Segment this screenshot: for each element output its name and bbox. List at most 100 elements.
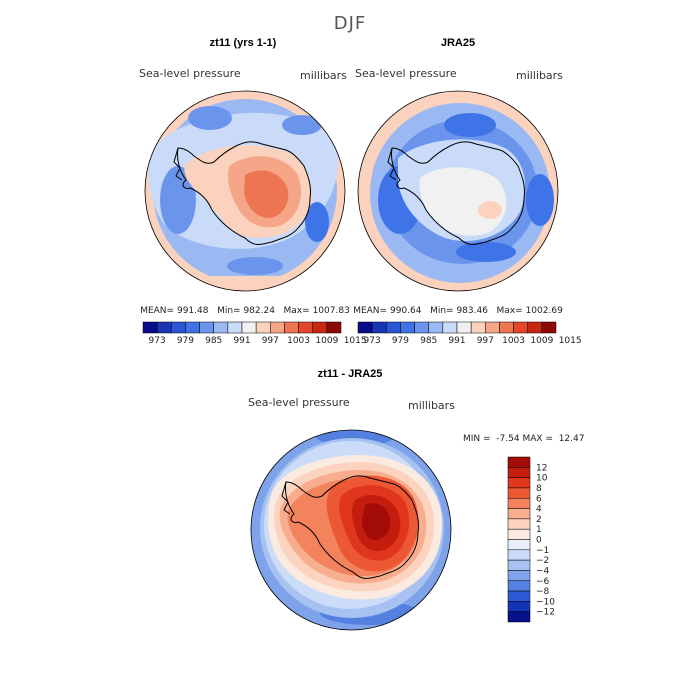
colorbar-swatch [507,467,531,478]
colorbar-tick-label: 10 [536,474,548,484]
map3-border [250,429,452,631]
map1-low-2 [282,115,322,135]
colorbar-swatch [326,321,342,334]
map1-border [144,90,346,292]
panel-difference-title: zt11 - JRA25 [318,368,383,380]
colorbar-swatch [241,321,257,334]
range-min-label: MIN = [463,434,491,444]
range-max-label: MAX = [522,434,553,444]
range-min-value: -7.54 [496,434,520,444]
colorbar-swatch [470,321,486,334]
colorbar-swatch [400,321,415,334]
colorbar-tick-label: 1015 [559,336,582,346]
colorbar-tick-label: 1015 [344,336,367,346]
panel-reanalysis-variable: Sea-level pressure [355,67,457,80]
map2-band-1003 [419,167,507,236]
stat-max-label: Max= [284,306,310,316]
panel-model-title: zt11 (yrs 1-1) [210,37,277,49]
panel-difference-units: millibars [408,399,455,412]
colorbar-swatch [428,321,444,334]
stat-max-label: Max= [497,306,523,316]
panel-model: zt11 (yrs 1-1) Sea-level pressure millib… [139,37,367,346]
stat-min-label: Min= [430,306,454,316]
colorbar-tick-label: 6 [536,494,542,504]
map3-coastline [285,475,419,579]
colorbar-swatch [507,549,531,561]
colorbar-swatch [386,321,401,334]
colorbar-swatch [456,321,472,334]
map2-low-4 [456,242,516,262]
panel-model-map [145,91,345,291]
panel-reanalysis-colorbar: 973 979 985 991 997 1003 1009 1015 [357,321,582,346]
colorbar-swatch [357,321,373,334]
colorbar-swatch [507,477,531,489]
panel-model-stats: MEAN= 991.48 Min= 982.24 Max= 1007.83 [140,306,350,316]
colorbar-tick-label: −2 [536,556,549,566]
map2-low-3 [526,174,554,226]
colorbar-swatch [507,601,531,612]
colorbar-swatch [507,611,531,623]
colorbar-tick-label: 991 [448,336,465,346]
map1-low-5 [227,257,283,275]
colorbar-swatch [541,321,557,334]
colorbar-tick-label: 979 [177,336,194,346]
colorbar-tick-label: −6 [536,577,550,587]
colorbar-tick-label: 8 [536,484,542,494]
colorbar-tick-label: −12 [536,608,555,618]
colorbar-tick-label: 1 [536,525,542,535]
colorbar-swatch [414,321,429,334]
colorbar-swatch [270,321,285,334]
colorbar-tick-label: 985 [205,336,222,346]
map3-band-12 [362,503,391,540]
colorbar-tick-label: 991 [233,336,250,346]
panel-reanalysis-units: millibars [516,69,563,82]
colorbar-tick-label: 2 [536,515,542,525]
stat-mean-label: MEAN= [353,306,387,316]
map1-low-1 [188,106,232,130]
colorbar-swatch [507,528,531,540]
colorbar-swatch [513,321,528,334]
map1-low-4 [305,202,329,242]
colorbar-swatch [507,570,531,581]
page-title: DJF [334,13,367,34]
colorbar-tick-label: 997 [477,336,494,346]
panel-reanalysis: JRA25 Sea-level pressure millibars MEAN=… [353,37,581,346]
colorbar-tick-label: 979 [392,336,409,346]
colorbar-tick-label: −10 [536,597,555,607]
panel-reanalysis-title: JRA25 [441,37,475,49]
colorbar-swatch [507,508,531,520]
colorbar-tick-label: 985 [420,336,437,346]
colorbar-swatch [255,321,271,334]
colorbar-swatch [485,321,500,334]
colorbar-swatch [284,321,299,334]
range-max-value: 12.47 [559,434,585,444]
stat-min-value: 982.24 [243,306,275,316]
colorbar-swatch [312,321,328,334]
map1-high-1013 [244,170,289,218]
colorbar-tick-label: 4 [536,505,542,515]
colorbar-tick-label: 973 [149,336,166,346]
colorbar-tick-label: 1003 [287,336,310,346]
colorbar-swatch [442,321,458,334]
colorbar-tick-label: −1 [536,546,549,556]
colorbar-swatch [507,590,531,602]
map1-low-3 [160,166,196,234]
stat-mean-value: 991.48 [177,306,209,316]
panel-model-colorbar: 973 979 985 991 997 1003 1009 1015 [142,321,367,346]
map2-low-2 [444,113,496,137]
colorbar-swatch [298,321,313,334]
map1-coastline [177,141,311,245]
colorbar-tick-label: 0 [536,536,542,546]
panel-difference-variable: Sea-level pressure [248,396,350,409]
panel-model-units: millibars [300,69,347,82]
stat-max-value: 1002.69 [526,306,563,316]
colorbar-tick-label: 1009 [530,336,553,346]
colorbar-swatch [199,321,214,334]
colorbar-swatch [499,321,514,334]
panel-difference: zt11 - JRA25 Sea-level pressure millibar… [248,368,585,631]
colorbar-swatch [227,321,243,334]
colorbar-tick-label: 1003 [502,336,525,346]
map2-peninsula [387,147,397,181]
colorbar-swatch [156,321,172,334]
